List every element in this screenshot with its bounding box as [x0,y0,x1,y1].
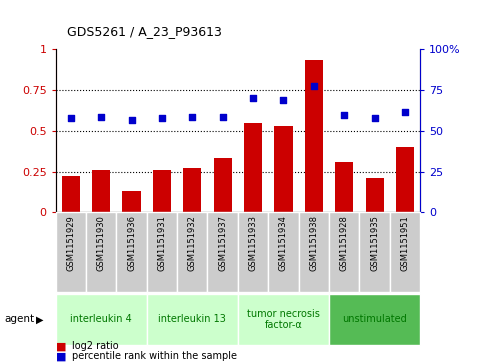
Point [310,83,318,89]
Text: GSM1151937: GSM1151937 [218,215,227,271]
Bar [244,122,262,212]
Point [97,114,105,120]
Text: interleukin 13: interleukin 13 [158,314,226,325]
Text: GSM1151928: GSM1151928 [340,215,349,271]
Text: GSM1151936: GSM1151936 [127,215,136,271]
Bar [274,126,293,212]
Text: agent: agent [5,314,35,325]
FancyBboxPatch shape [208,212,238,292]
FancyBboxPatch shape [177,212,208,292]
FancyBboxPatch shape [116,212,147,292]
FancyBboxPatch shape [86,212,116,292]
Text: GSM1151930: GSM1151930 [97,215,106,271]
FancyBboxPatch shape [390,212,420,292]
Text: log2 ratio: log2 ratio [72,341,119,351]
Text: GSM1151933: GSM1151933 [249,215,257,271]
FancyBboxPatch shape [359,212,390,292]
FancyBboxPatch shape [238,294,329,345]
Point [341,112,348,118]
Text: interleukin 4: interleukin 4 [70,314,132,325]
Text: GSM1151938: GSM1151938 [309,215,318,271]
Bar [396,147,414,212]
Point [219,114,227,120]
Text: ■: ■ [56,341,66,351]
Point [128,117,135,123]
Bar [92,170,110,212]
Point [401,109,409,115]
FancyBboxPatch shape [329,294,420,345]
Text: unstimulated: unstimulated [342,314,407,325]
Text: tumor necrosis
factor-α: tumor necrosis factor-α [247,309,320,330]
Text: GDS5261 / A_23_P93613: GDS5261 / A_23_P93613 [68,25,222,38]
Text: GSM1151931: GSM1151931 [157,215,167,271]
FancyBboxPatch shape [56,212,86,292]
Point [67,115,74,121]
FancyBboxPatch shape [329,212,359,292]
FancyBboxPatch shape [56,294,147,345]
Bar [153,170,171,212]
Bar [335,162,354,212]
Bar [366,178,384,212]
Text: GSM1151935: GSM1151935 [370,215,379,271]
Text: GSM1151932: GSM1151932 [188,215,197,271]
Text: GSM1151951: GSM1151951 [400,215,410,270]
Point [371,115,379,121]
FancyBboxPatch shape [147,212,177,292]
Point [280,98,287,103]
Bar [122,191,141,212]
FancyBboxPatch shape [268,212,298,292]
FancyBboxPatch shape [147,294,238,345]
Point [188,114,196,120]
FancyBboxPatch shape [298,212,329,292]
Point [249,95,257,101]
Bar [305,60,323,212]
Text: GSM1151929: GSM1151929 [66,215,75,270]
Bar [62,176,80,212]
Text: GSM1151934: GSM1151934 [279,215,288,271]
Text: percentile rank within the sample: percentile rank within the sample [72,351,238,361]
Text: ▶: ▶ [36,314,44,325]
Point [158,115,166,121]
Bar [183,168,201,212]
Bar [213,158,232,212]
Text: ■: ■ [56,351,66,361]
FancyBboxPatch shape [238,212,268,292]
